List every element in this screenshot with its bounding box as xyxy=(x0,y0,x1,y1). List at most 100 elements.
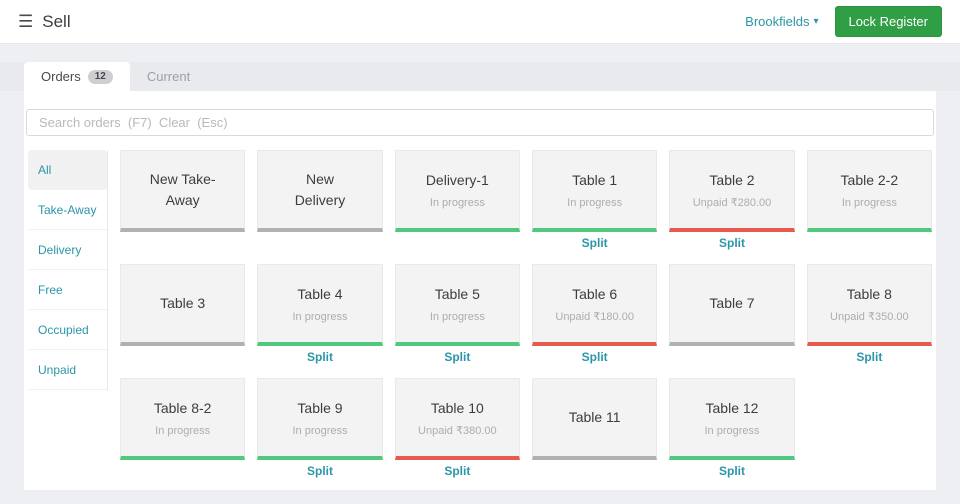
order-cell-new-delivery: New Delivery xyxy=(257,150,383,254)
order-title: Table 5 xyxy=(434,286,480,303)
tab-orders[interactable]: Orders 12 xyxy=(24,62,130,91)
split-area: Split xyxy=(395,460,520,482)
split-link-table-1[interactable]: Split xyxy=(581,236,608,250)
order-cell-table-7: Table 7 xyxy=(669,264,795,368)
order-card-delivery-1[interactable]: Delivery-1 In progress xyxy=(394,150,520,232)
location-dropdown[interactable]: Brookfields ▾ xyxy=(745,14,818,29)
order-cell-new-take-away: New Take-Away xyxy=(120,150,246,254)
order-card-table-9[interactable]: Table 9 In progress xyxy=(257,378,383,460)
split-link-table-12[interactable]: Split xyxy=(718,464,745,478)
order-cell-table-1: Table 1 In progress Split xyxy=(532,150,658,254)
order-title: Table 9 xyxy=(297,400,343,417)
split-area: Split xyxy=(669,460,794,482)
topbar-left: ☰ Sell xyxy=(18,12,71,32)
order-cell-table-8-2: Table 8-2 In progress xyxy=(120,378,246,482)
location-label: Brookfields xyxy=(745,14,810,29)
menu-icon[interactable]: ☰ xyxy=(18,12,34,31)
order-card-table-2[interactable]: Table 2 Unpaid ₹280.00 xyxy=(669,150,795,232)
order-title: Table 11 xyxy=(568,409,621,426)
order-card-table-7[interactable]: Table 7 xyxy=(669,264,795,346)
order-status-text: In progress xyxy=(841,196,897,209)
order-card-table-1[interactable]: Table 1 In progress xyxy=(532,150,658,232)
order-status-text: Unpaid ₹380.00 xyxy=(418,425,497,438)
order-status-text: In progress xyxy=(292,424,348,437)
order-card-new-delivery[interactable]: New Delivery xyxy=(257,150,383,232)
split-area xyxy=(395,232,520,254)
order-card-table-8-2[interactable]: Table 8-2 In progress xyxy=(120,378,246,460)
order-cell-table-3: Table 3 xyxy=(120,264,246,368)
tab-current[interactable]: Current xyxy=(130,62,207,91)
order-title: Table 8 xyxy=(846,285,892,302)
order-cell-table-11: Table 11 xyxy=(532,378,658,482)
order-card-table-5[interactable]: Table 5 In progress xyxy=(394,264,520,346)
filter-item-take-away[interactable]: Take-Away xyxy=(28,190,107,230)
order-title: Table 2 xyxy=(709,171,755,188)
order-title: Table 2-2 xyxy=(840,172,899,189)
order-status-text: In progress xyxy=(292,310,348,323)
topbar: ☰ Sell Brookfields ▾ Lock Register xyxy=(0,0,960,44)
split-area xyxy=(120,232,245,254)
order-status-text: In progress xyxy=(429,310,485,323)
order-status-text: Unpaid ₹180.00 xyxy=(555,311,634,324)
order-card-table-6[interactable]: Table 6 Unpaid ₹180.00 xyxy=(532,264,658,346)
split-area: Split xyxy=(257,460,382,482)
lock-register-button[interactable]: Lock Register xyxy=(834,6,942,37)
tab-orders-label: Orders xyxy=(41,69,81,84)
split-link-table-2[interactable]: Split xyxy=(718,236,745,250)
order-status-text: In progress xyxy=(704,424,760,437)
order-card-table-11[interactable]: Table 11 xyxy=(532,378,658,460)
order-cell-table-12: Table 12 In progress Split xyxy=(669,378,795,482)
order-cell-table-4: Table 4 In progress Split xyxy=(257,264,383,368)
order-card-table-8[interactable]: Table 8 Unpaid ₹350.00 xyxy=(806,264,932,346)
filter-item-delivery[interactable]: Delivery xyxy=(28,230,107,270)
order-card-table-12[interactable]: Table 12 In progress xyxy=(669,378,795,460)
caret-down-icon: ▾ xyxy=(813,16,819,27)
filter-item-all[interactable]: All xyxy=(28,150,107,190)
orders-grid: New Take-Away New Delivery Delivery-1 In pr… xyxy=(120,150,932,482)
order-card-new-take-away[interactable]: New Take-Away xyxy=(120,150,246,232)
order-card-table-4[interactable]: Table 4 In progress xyxy=(257,264,383,346)
split-area: Split xyxy=(257,346,382,368)
filter-list: All Take-Away Delivery Free Occupied Unpaid xyxy=(28,150,108,390)
split-link-table-10[interactable]: Split xyxy=(444,464,471,478)
order-title: Table 4 xyxy=(297,286,343,303)
order-title: Table 3 xyxy=(160,295,206,312)
filter-item-free[interactable]: Free xyxy=(28,270,107,310)
split-area: Split xyxy=(669,232,794,254)
split-link-table-9[interactable]: Split xyxy=(306,464,333,478)
split-link-table-5[interactable]: Split xyxy=(444,350,471,364)
page-title: Sell xyxy=(42,11,71,31)
split-link-table-8[interactable]: Split xyxy=(856,350,883,364)
filter-item-occupied[interactable]: Occupied xyxy=(28,310,107,350)
order-card-table-3[interactable]: Table 3 xyxy=(120,264,246,346)
order-card-table-2-2[interactable]: Table 2-2 In progress xyxy=(806,150,932,232)
order-title: New Delivery xyxy=(294,171,346,208)
order-status-text: In progress xyxy=(567,196,623,209)
order-cell-table-10: Table 10 Unpaid ₹380.00 Split xyxy=(394,378,520,482)
order-title: Table 7 xyxy=(709,295,755,312)
order-title: Table 8-2 xyxy=(153,400,212,417)
filter-item-unpaid[interactable]: Unpaid xyxy=(28,350,107,390)
order-cell-table-5: Table 5 In progress Split xyxy=(394,264,520,368)
split-link-table-4[interactable]: Split xyxy=(306,350,333,364)
split-area: Split xyxy=(532,346,657,368)
order-title: New Take-Away xyxy=(149,171,216,208)
order-cell-table-2: Table 2 Unpaid ₹280.00 Split xyxy=(669,150,795,254)
order-title: Table 10 xyxy=(430,399,484,416)
topbar-right: Brookfields ▾ Lock Register xyxy=(745,6,942,37)
order-status-text: In progress xyxy=(429,196,485,209)
split-link-table-6[interactable]: Split xyxy=(581,350,608,364)
split-area: Split xyxy=(395,346,520,368)
order-card-table-10[interactable]: Table 10 Unpaid ₹380.00 xyxy=(394,378,520,460)
order-title: Table 6 xyxy=(572,285,618,302)
split-area xyxy=(669,346,794,368)
order-cell-table-6: Table 6 Unpaid ₹180.00 Split xyxy=(532,264,658,368)
order-title: Table 1 xyxy=(572,172,618,189)
order-cell-delivery-1: Delivery-1 In progress xyxy=(394,150,520,254)
order-status-text: Unpaid ₹350.00 xyxy=(830,311,909,324)
search-input[interactable] xyxy=(26,109,934,136)
split-area: Split xyxy=(532,232,657,254)
tab-current-label: Current xyxy=(146,69,191,84)
split-area xyxy=(120,460,245,482)
